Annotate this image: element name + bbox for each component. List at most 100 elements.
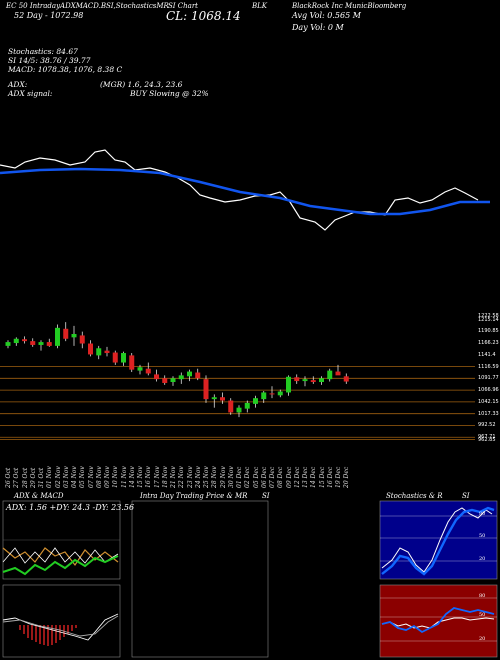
candle-body [277,391,283,396]
candle-body [137,367,143,371]
candle-body [253,398,258,404]
indicator-si: SI 14/5: 38.76 / 39.77 [8,56,91,65]
stochastics-panel [379,500,498,580]
stoch-white-line [381,507,493,573]
header-line1-mid: SI,StochasticsMR [106,2,169,10]
candle-body [71,334,77,338]
candle-body [203,379,209,400]
price-level-label: 1066.96 [478,387,499,394]
candle-body [327,370,333,380]
candle-body [5,342,11,346]
header-52day: 52 Day - 1072.98 [14,11,84,20]
macd-histogram [19,625,77,646]
price-level-label: 1141.4 [478,351,496,358]
header-symbol: BLK [252,2,268,10]
price-level-label: 967.71 [478,434,496,441]
candle-body [162,378,168,383]
header-close: CL: 1068.14 [166,9,241,23]
header-line1-left: EC 50 IntradayADXMACD.B [6,2,106,10]
candle-body [129,355,135,370]
price-level-label: 1017.33 [478,410,499,417]
price-level-label: 1091.77 [478,375,499,382]
candle-body [30,341,36,345]
header-line1-mid2: SI Chart [168,2,198,10]
rsi-tick-50: 50 [479,612,486,618]
candle-body [310,380,316,383]
indicator-adx: ADX: [8,80,28,89]
candle-body [343,376,349,382]
rsi-tick-20: 20 [479,636,486,642]
candle-body [22,339,27,342]
candle-body [13,338,19,344]
indicator-macd: MACD: 1078.38, 1076, 8.38 C [8,65,123,74]
stochastics-panel-title: Stochastics & R [386,492,443,500]
moving-average-line [0,167,490,216]
adx-white-line [2,547,119,564]
candlestick-chart [0,322,475,440]
candle-body [96,348,102,356]
price-level-label: 992.52 [478,422,496,429]
header-avgvol: Avg Vol: 0.565 M [292,11,361,20]
macd-panel [2,584,121,658]
candle-body [79,335,85,344]
candle-body [220,397,225,401]
candle-body [228,400,234,413]
candle-body [294,377,300,382]
price-level-label: 1222.58 [478,313,499,320]
candle-body [46,342,52,346]
stoch-tick-20: 20 [479,556,486,562]
price-level-label: 1116.59 [478,363,499,370]
candle-body [286,376,291,393]
candle-body [170,378,176,383]
intraday-panel-title: Intra Day Trading Price & MR [140,492,248,500]
candle-body [55,327,60,346]
adx-values: ADX: 1.56 +DY: 24.3 -DY: 23.56 [6,503,135,512]
rsi-white-line [381,617,495,629]
price-level-label: 962.85 [478,436,496,443]
candle-body [269,393,275,395]
indicator-buy-signal: BUY Slowing @ 32% [130,89,209,98]
price-level-label: 1215.14 [478,316,499,323]
candle-body [112,352,118,363]
candle-body [261,392,267,400]
candle-body [38,342,44,345]
candle-body [244,402,250,409]
macd-signal-line [2,615,119,637]
stoch-blue-line [381,506,495,576]
stoch-tick-80: 80 [479,511,486,517]
intraday-panel-si: SI [262,492,270,500]
stochastics-panel-si: SI [462,492,470,500]
indicator-mgr: (MGR) 1.6, 24.3, 23.6 [100,80,183,89]
candle-body [335,371,341,376]
adx-green-line [2,555,119,576]
adx-panel-title: ADX & MACD [14,492,64,500]
price-level-label: 1166.23 [478,339,499,346]
candle-body [104,350,110,354]
rsi-blue-line [381,607,495,634]
candle-body [211,397,217,400]
candle-body [236,407,242,413]
indicator-stochastics: Stochastics: 84.67 [8,47,78,56]
candle-body [178,375,184,380]
intraday-panel [131,500,269,658]
price-level-label: 1190.85 [478,328,499,335]
candle-body [187,371,192,377]
stoch-tick-50: 50 [479,533,486,539]
candle-body [121,353,126,363]
candle-body [88,343,93,355]
rsi-panel [379,584,498,658]
candle-body [319,378,324,383]
candle-body [145,368,151,374]
candle-body [302,379,308,382]
candle-body [154,374,159,380]
candle-body [195,372,201,379]
price-line [0,149,479,231]
indicator-adx-signal: ADX signal: [8,89,53,98]
header-company: BlackRock Inc MunicBloomberg [292,2,407,10]
rsi-tick-80: 80 [479,593,486,599]
header-dayvol: Day Vol: 0 M [292,23,344,32]
price-level-label: 1042.15 [478,398,499,405]
price-line-chart [0,149,490,231]
candle-body [63,328,69,339]
